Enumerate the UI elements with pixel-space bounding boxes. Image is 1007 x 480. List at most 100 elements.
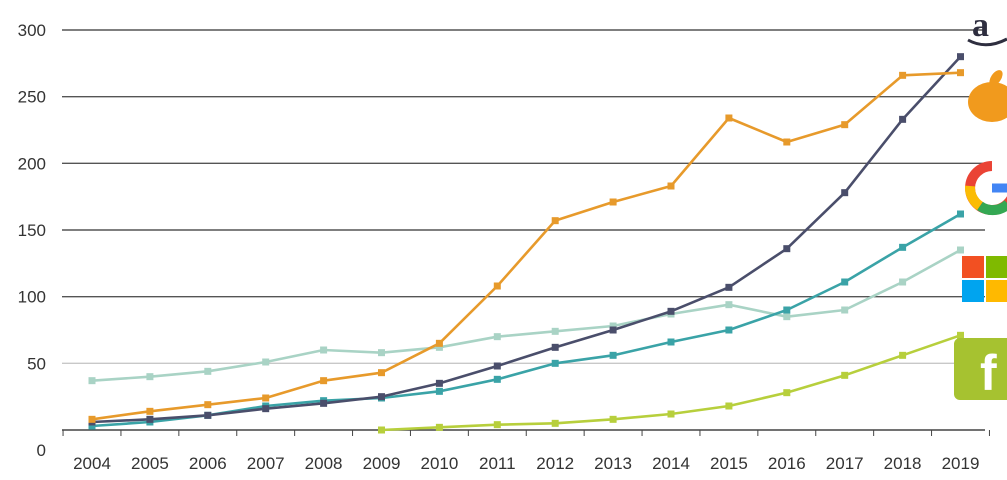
data-point-microsoft	[725, 301, 733, 309]
data-point-amazon	[146, 415, 154, 423]
google-logo-icon	[962, 158, 1007, 216]
data-point-facebook	[493, 421, 501, 429]
y-axis-tick-labels: 0 50 100 150 200 250 300	[18, 21, 46, 460]
x-tick-label: 2007	[247, 454, 285, 473]
data-point-amazon	[783, 245, 791, 253]
data-point-apple	[667, 182, 675, 190]
x-tick-label: 2004	[73, 454, 111, 473]
data-point-facebook	[609, 415, 617, 423]
axes	[62, 429, 990, 436]
data-point-google	[725, 326, 733, 334]
data-point-apple	[957, 69, 964, 77]
data-point-google	[957, 210, 964, 218]
x-tick-label: 2016	[768, 454, 806, 473]
data-point-apple	[262, 394, 270, 402]
data-point-amazon	[204, 411, 212, 419]
x-tick-label: 2010	[420, 454, 458, 473]
data-point-facebook	[435, 423, 443, 431]
facebook-logo-icon: f	[954, 338, 1007, 400]
y-tick-label: 100	[18, 288, 46, 307]
data-point-facebook	[667, 410, 675, 418]
data-point-google	[899, 243, 907, 251]
data-point-amazon	[899, 115, 907, 123]
data-point-amazon	[725, 283, 733, 291]
x-tick-label: 2011	[479, 454, 516, 473]
data-point-google	[88, 422, 96, 430]
data-point-amazon	[320, 399, 328, 407]
y-tick-label: 150	[18, 221, 46, 240]
x-tick-label: 2013	[594, 454, 632, 473]
x-axis-tick-labels: 2004 2005 2006 2007 2008 2009 2010 2011 2012 2013…	[73, 454, 979, 473]
data-point-microsoft	[435, 343, 443, 351]
y-tick-label: 200	[18, 154, 46, 173]
data-point-microsoft	[146, 373, 154, 381]
x-tick-label: 2019	[942, 454, 980, 473]
data-point-apple	[551, 217, 559, 225]
data-point-amazon	[262, 405, 270, 413]
data-point-microsoft	[320, 346, 328, 354]
x-tick-label: 2005	[131, 454, 169, 473]
data-point-microsoft	[378, 349, 385, 357]
y-tick-label: 0	[37, 441, 46, 460]
data-point-microsoft	[783, 313, 791, 321]
x-tick-label: 2009	[363, 454, 401, 473]
x-tick-label: 2018	[884, 454, 922, 473]
y-tick-label: 250	[18, 88, 46, 107]
data-point-microsoft	[957, 246, 964, 254]
data-point-google	[435, 387, 443, 395]
data-point-amazon	[493, 362, 501, 370]
series-line-microsoft	[91, 248, 962, 382]
data-point-amazon	[841, 189, 849, 197]
series-lines	[91, 55, 962, 432]
data-point-facebook	[899, 351, 907, 359]
gridlines	[62, 29, 985, 365]
x-tick-label: 2015	[710, 454, 748, 473]
x-tick-label: 2006	[189, 454, 227, 473]
y-tick-label: 300	[18, 21, 46, 40]
data-point-apple	[435, 339, 443, 347]
data-point-apple	[320, 377, 328, 385]
data-point-google	[493, 375, 501, 383]
svg-text:a: a	[972, 7, 989, 44]
data-point-apple	[899, 71, 907, 79]
x-tick-label: 2014	[652, 454, 690, 473]
amazon-logo-icon: a	[962, 6, 1007, 48]
data-point-microsoft	[609, 322, 617, 330]
microsoft-logo-icon	[962, 254, 1007, 304]
data-point-facebook	[551, 419, 559, 427]
x-tick-label: 2008	[305, 454, 343, 473]
x-tick-label: 2017	[826, 454, 864, 473]
data-point-facebook	[841, 371, 849, 379]
data-point-google	[551, 359, 559, 367]
data-point-google	[609, 351, 617, 359]
series-line-apple	[91, 71, 961, 421]
data-point-microsoft	[841, 306, 849, 314]
data-point-facebook	[783, 389, 791, 397]
series-line-amazon	[91, 55, 962, 424]
data-point-apple	[725, 114, 733, 122]
data-point-microsoft	[204, 367, 212, 375]
data-point-apple	[378, 369, 385, 377]
x-tick-label: 2012	[536, 454, 574, 473]
series-markers	[88, 53, 964, 434]
data-point-amazon	[957, 53, 964, 61]
data-point-apple	[88, 415, 96, 423]
data-point-amazon	[435, 379, 443, 387]
data-point-apple	[783, 138, 791, 146]
data-point-microsoft	[551, 327, 559, 335]
data-point-google	[841, 278, 849, 286]
data-point-microsoft	[88, 377, 96, 385]
data-point-facebook	[957, 331, 964, 339]
data-point-amazon	[378, 393, 385, 401]
data-point-microsoft	[899, 278, 907, 286]
data-point-apple	[493, 282, 501, 290]
data-point-amazon	[667, 307, 675, 315]
data-point-apple	[841, 121, 849, 129]
data-point-microsoft	[262, 358, 270, 366]
data-point-google	[667, 338, 675, 346]
data-point-microsoft	[493, 333, 501, 341]
data-point-apple	[204, 401, 212, 409]
data-point-facebook	[725, 402, 733, 410]
y-tick-label: 50	[27, 354, 46, 373]
